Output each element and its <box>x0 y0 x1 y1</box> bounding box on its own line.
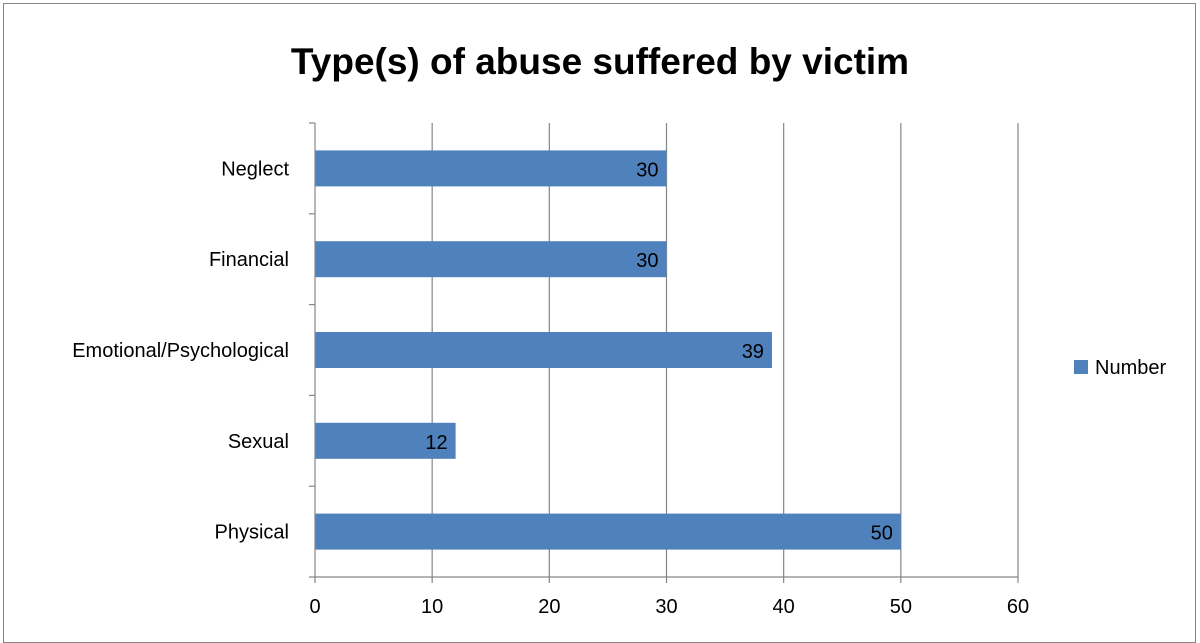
chart-title: Type(s) of abuse suffered by victim <box>290 41 910 82</box>
data-label: 12 <box>425 432 447 454</box>
category-label: Emotional/Psychological <box>72 340 289 362</box>
category-label: Physical <box>215 522 289 544</box>
labels: 0 10 20 30 40 50 60 Physical 50 Sexual 12 Emotional… <box>72 158 1029 618</box>
data-label: 39 <box>742 341 764 363</box>
category-label: Sexual <box>228 431 289 453</box>
x-tick-label: 60 <box>1007 596 1029 618</box>
x-tick-label: 20 <box>538 596 560 618</box>
legend-swatch <box>1074 360 1088 374</box>
x-tick-label: 40 <box>773 596 795 618</box>
legend-label: Number <box>1095 357 1166 379</box>
bar <box>315 513 901 550</box>
axes <box>309 122 1019 583</box>
category-label: Neglect <box>221 158 289 180</box>
bar <box>315 422 456 459</box>
x-tick-label: 0 <box>309 596 320 618</box>
data-label: 50 <box>871 523 893 545</box>
bar <box>315 150 667 187</box>
x-tick-label: 10 <box>421 596 443 618</box>
legend: Number <box>1074 357 1166 379</box>
category-label: Financial <box>209 249 289 271</box>
x-tick-label: 50 <box>890 596 912 618</box>
x-tick-label: 30 <box>655 596 677 618</box>
data-label: 30 <box>636 159 658 181</box>
bar <box>315 332 772 368</box>
bar <box>315 241 667 278</box>
data-label: 30 <box>636 250 658 272</box>
bars <box>315 150 901 550</box>
